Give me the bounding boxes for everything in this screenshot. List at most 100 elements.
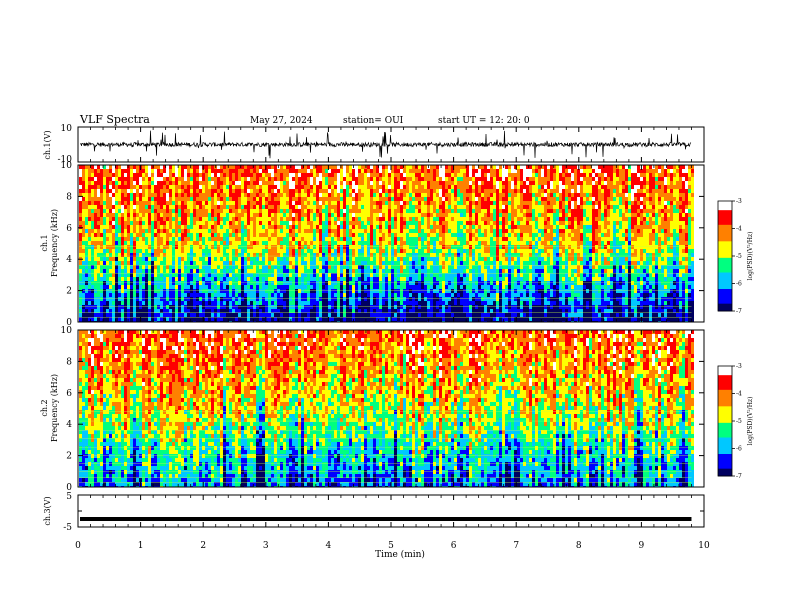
spectrogram-cell bbox=[310, 253, 313, 257]
spectrogram-cell bbox=[367, 241, 370, 245]
spectrogram-cell bbox=[100, 225, 103, 229]
spectrogram-cell bbox=[319, 301, 322, 305]
spectrogram-cell bbox=[382, 193, 385, 197]
spectrogram-cell bbox=[100, 165, 103, 169]
spectrogram-cell bbox=[316, 253, 319, 257]
spectrogram-cell bbox=[409, 213, 412, 217]
spectrogram-cell bbox=[427, 221, 430, 225]
spectrogram-cell bbox=[85, 317, 88, 321]
spectrogram-cell bbox=[106, 233, 109, 237]
spectrogram-cell bbox=[160, 189, 163, 193]
spectrogram-cell bbox=[286, 257, 289, 261]
spectrogram-cell bbox=[181, 201, 184, 205]
spectrogram-cell bbox=[226, 205, 229, 209]
spectrogram-cell bbox=[115, 245, 118, 249]
spectrogram-cell bbox=[319, 253, 322, 257]
spectrogram-cell bbox=[343, 265, 346, 269]
spectrogram-cell bbox=[250, 261, 253, 265]
spectrogram-cell bbox=[253, 273, 256, 277]
spectrogram-cell bbox=[382, 177, 385, 181]
spectrogram-cell bbox=[322, 217, 325, 221]
spectrogram-cell bbox=[436, 197, 439, 201]
spectrogram-cell bbox=[301, 233, 304, 237]
spectrogram-cell bbox=[298, 305, 301, 309]
spectrogram-cell bbox=[217, 241, 220, 245]
spectrogram-cell bbox=[379, 277, 382, 281]
spectrogram-cell bbox=[229, 165, 232, 169]
spectrogram-cell bbox=[217, 317, 220, 321]
spectrogram-cell bbox=[148, 309, 151, 313]
spectrogram-cell bbox=[238, 205, 241, 209]
spectrogram-cell bbox=[328, 197, 331, 201]
spectrogram-cell bbox=[277, 309, 280, 313]
spectrogram-cell bbox=[343, 201, 346, 205]
spectrogram-cell bbox=[409, 273, 412, 277]
spectrogram-cell bbox=[433, 297, 436, 301]
spectrogram-cell bbox=[268, 257, 271, 261]
spectrogram-cell bbox=[151, 173, 154, 177]
spectrogram-cell bbox=[316, 301, 319, 305]
spectrogram-cell bbox=[151, 197, 154, 201]
spectrogram-cell bbox=[277, 289, 280, 293]
spectrogram-cell bbox=[295, 225, 298, 229]
spectrogram-cell bbox=[349, 185, 352, 189]
spectrogram-cell bbox=[202, 253, 205, 257]
spectrogram-cell bbox=[334, 173, 337, 177]
spectrogram-cell bbox=[304, 217, 307, 221]
spectrogram-cell bbox=[298, 289, 301, 293]
spectrogram-cell bbox=[286, 165, 289, 169]
spectrogram-cell bbox=[253, 305, 256, 309]
spectrogram-cell bbox=[358, 213, 361, 217]
spectrogram-cell bbox=[391, 301, 394, 305]
spectrogram-cell bbox=[307, 181, 310, 185]
spectrogram-cell bbox=[184, 185, 187, 189]
spectrogram-cell bbox=[364, 177, 367, 181]
spectrogram-cell bbox=[322, 165, 325, 169]
spectrogram-cell bbox=[232, 273, 235, 277]
spectrogram-cell bbox=[304, 277, 307, 281]
spectrogram-cell bbox=[247, 293, 250, 297]
spectrogram-cell bbox=[352, 169, 355, 173]
spectrogram-cell bbox=[358, 285, 361, 289]
spectrogram-cell bbox=[265, 297, 268, 301]
spectrogram-cell bbox=[169, 253, 172, 257]
spectrogram-cell bbox=[118, 217, 121, 221]
spectrogram-cell bbox=[280, 257, 283, 261]
spectrogram-cell bbox=[325, 301, 328, 305]
spectrogram-cell bbox=[247, 245, 250, 249]
spectrogram-cell bbox=[109, 225, 112, 229]
spectrogram-cell bbox=[160, 221, 163, 225]
spectrogram-cell bbox=[232, 189, 235, 193]
spectrogram-cell bbox=[319, 277, 322, 281]
spectrogram-cell bbox=[439, 193, 442, 197]
spectrogram-cell bbox=[400, 257, 403, 261]
spectrogram-cell bbox=[373, 289, 376, 293]
spectrogram-cell bbox=[85, 313, 88, 317]
spectrogram-cell bbox=[172, 265, 175, 269]
spectrogram-cell bbox=[115, 193, 118, 197]
spectrogram-cell bbox=[148, 305, 151, 309]
spectrogram-cell bbox=[250, 205, 253, 209]
spectrogram-cell bbox=[166, 169, 169, 173]
spectrogram-cell bbox=[166, 217, 169, 221]
spectrogram-cell bbox=[376, 273, 379, 277]
spectrogram-cell bbox=[184, 249, 187, 253]
spectrogram-cell bbox=[265, 193, 268, 197]
spectrogram-cell bbox=[262, 221, 265, 225]
spectrogram-cell bbox=[175, 209, 178, 213]
spectrogram-cell bbox=[361, 241, 364, 245]
spectrogram-cell bbox=[196, 309, 199, 313]
spectrogram-cell bbox=[391, 165, 394, 169]
spectrogram-cell bbox=[139, 277, 142, 281]
spectrogram-cell bbox=[382, 301, 385, 305]
spectrogram-cell bbox=[379, 261, 382, 265]
spectrogram-cell bbox=[241, 165, 244, 169]
spectrogram-cell bbox=[358, 197, 361, 201]
spectrogram-cell bbox=[139, 209, 142, 213]
spectrogram-cell bbox=[403, 293, 406, 297]
spectrogram-cell bbox=[265, 229, 268, 233]
spectrogram-cell bbox=[112, 241, 115, 245]
spectrogram-cell bbox=[91, 301, 94, 305]
spectrogram-cell bbox=[418, 189, 421, 193]
spectrogram-cell bbox=[298, 185, 301, 189]
